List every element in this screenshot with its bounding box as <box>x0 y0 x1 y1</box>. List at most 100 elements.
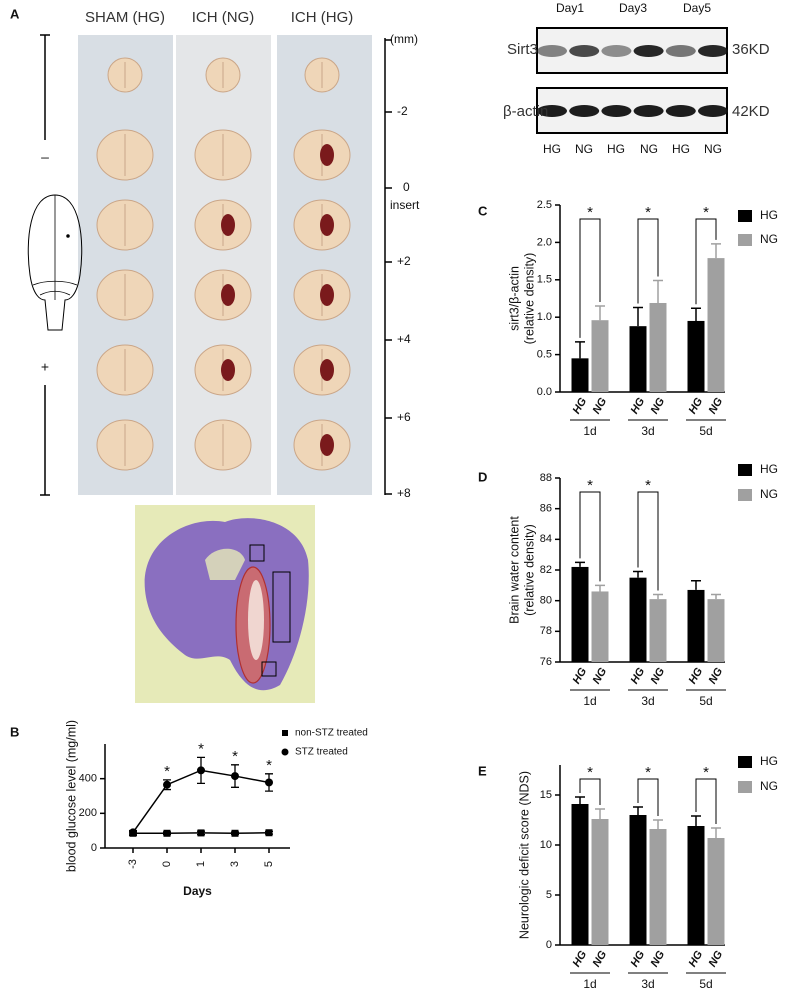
x-tick-label: 5d <box>699 424 712 438</box>
error-bar <box>653 279 663 303</box>
bar-group-label: HG <box>571 395 590 416</box>
y-tick-label: 78 <box>540 625 552 637</box>
legend-swatch <box>738 464 752 476</box>
blot-band <box>601 45 632 57</box>
y-tick-label: 88 <box>540 472 552 484</box>
y-axis-label: (relative density) <box>522 253 536 345</box>
significance-bracket <box>695 218 717 305</box>
bar <box>649 599 667 662</box>
blot-band <box>601 105 632 117</box>
blot-day: Day3 <box>619 1 647 15</box>
blot-band <box>698 45 728 57</box>
legend-label: NG <box>760 232 778 246</box>
legend-swatch <box>738 234 752 246</box>
y-tick-label: 1.5 <box>537 274 552 286</box>
error-bar <box>633 306 643 327</box>
panel-label: D <box>478 469 487 484</box>
column-header: ICH (HG) <box>291 9 354 26</box>
significance: * <box>587 764 593 781</box>
bar <box>687 320 705 392</box>
y-tick-label: 10 <box>540 839 552 851</box>
x-tick-label: -3 <box>127 859 139 869</box>
significance-bracket <box>637 218 659 304</box>
bar-group-label: NG <box>649 395 668 416</box>
blot-protein: β-actin <box>503 103 548 120</box>
bar-group-label: NG <box>591 665 610 686</box>
scale-label: -2 <box>397 104 408 118</box>
error-bar <box>595 584 605 592</box>
western-blot <box>536 27 728 134</box>
legend-label: HG <box>760 462 778 476</box>
error-bar <box>711 827 721 838</box>
error-bar <box>575 341 585 359</box>
error-bar <box>575 561 585 567</box>
orientation-minus: – <box>41 149 49 165</box>
scale-unit: (mm) <box>390 32 418 46</box>
error-bar <box>711 593 721 600</box>
scale-label: +8 <box>397 486 411 500</box>
error-bar <box>691 579 701 590</box>
legend-swatch <box>738 756 752 768</box>
data-point <box>197 829 205 837</box>
legend-label: HG <box>760 208 778 222</box>
x-tick-label: 5 <box>263 861 275 867</box>
bar-group-label: HG <box>629 665 648 686</box>
photo-background <box>277 35 372 495</box>
legend-swatch <box>738 489 752 501</box>
bar <box>571 804 589 945</box>
bar <box>629 326 647 392</box>
bar-group-label: HG <box>571 665 590 686</box>
bar-group-label: NG <box>591 948 610 969</box>
data-point <box>265 829 273 837</box>
error-bar <box>595 305 605 321</box>
y-axis-label: sirt3/β-actin <box>507 266 521 331</box>
bar <box>707 258 725 392</box>
x-tick-label: 1 <box>195 861 207 867</box>
bar <box>591 320 609 392</box>
x-tick-label: 0 <box>161 861 173 867</box>
bar <box>571 358 589 392</box>
blot-lane: HG <box>672 142 690 156</box>
error-bar <box>575 796 585 804</box>
significance: * <box>645 204 651 221</box>
y-tick-label: 2.0 <box>537 236 552 248</box>
panel-label: C <box>478 203 488 218</box>
hemorrhage <box>320 144 334 166</box>
y-axis-label: blood glucose level (mg/ml) <box>64 720 78 872</box>
data-point <box>265 778 273 787</box>
column-header: ICH (NG) <box>192 9 255 26</box>
legend-label: STZ treated <box>295 747 348 758</box>
bar <box>591 591 609 662</box>
scale-label: +6 <box>397 410 411 424</box>
blot-band <box>698 105 728 117</box>
blot-band <box>537 45 567 57</box>
blot-band <box>633 45 664 57</box>
x-tick-label: 1d <box>583 694 596 708</box>
blot-lane: NG <box>704 142 722 156</box>
blot-lane: NG <box>640 142 658 156</box>
error-bar <box>653 819 663 829</box>
legend-swatch <box>738 210 752 222</box>
legend-label: NG <box>760 487 778 501</box>
photo-background <box>78 35 173 495</box>
y-tick-label: 1.0 <box>537 311 552 323</box>
y-tick-label: 84 <box>540 533 552 545</box>
blot-band <box>569 105 600 117</box>
photo-background <box>176 35 271 495</box>
x-axis-label: Days <box>183 884 212 898</box>
data-point <box>129 828 137 837</box>
data-point <box>163 780 171 789</box>
blot-band <box>665 105 696 117</box>
legend-marker <box>282 730 288 736</box>
blot-band <box>665 45 696 57</box>
significance: * <box>645 764 651 781</box>
error-bar <box>633 570 643 578</box>
x-tick-label: 1d <box>583 424 596 438</box>
data-point <box>231 829 239 837</box>
bar <box>649 302 667 392</box>
legend-marker <box>281 748 289 756</box>
y-tick-label: 2.5 <box>537 199 552 211</box>
blot-lane: NG <box>575 142 593 156</box>
histology-image <box>135 505 315 703</box>
blot-band <box>537 105 567 117</box>
